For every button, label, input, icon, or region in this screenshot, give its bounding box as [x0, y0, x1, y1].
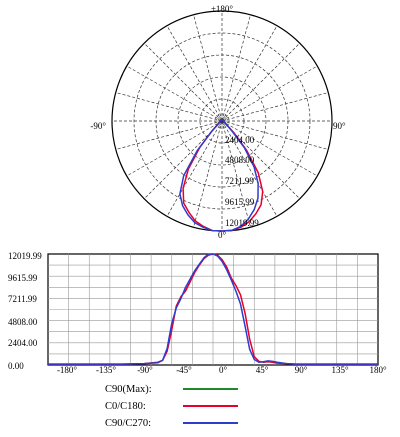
x-tick-label: 90° — [295, 365, 308, 375]
x-tick-label: 0° — [219, 365, 228, 375]
legend-label-c90-max: C90(Max): — [105, 384, 152, 395]
y-tick-label: 0.00 — [8, 361, 24, 371]
polar-spoke — [193, 120, 223, 228]
polar-ring-label: 12019.99 — [225, 218, 259, 228]
polar-inner-ring — [217, 116, 227, 126]
x-tick-label: 45° — [256, 365, 269, 375]
y-tick-label: 9615.99 — [8, 273, 38, 283]
y-tick-label: 12019.99 — [8, 251, 42, 261]
polar-ring-label: 9615.99 — [225, 197, 255, 207]
polar-spoke — [193, 14, 223, 122]
polar-angle-label-bottom: 0° — [218, 230, 227, 240]
x-tick-label: -135° — [96, 365, 116, 375]
x-tick-label: -90° — [137, 365, 153, 375]
polar-angle-label-top: ±180° — [211, 4, 233, 14]
polar-spoke — [143, 120, 223, 200]
x-tick-label: 180° — [369, 365, 387, 375]
polar-ring-label: 7211.99 — [225, 176, 254, 186]
polar-series-line-c90-c270 — [179, 118, 259, 232]
polar-spoke — [126, 65, 223, 122]
polar-ring — [155, 54, 289, 188]
polar-angle-label-left: -90° — [90, 121, 106, 131]
polar-spoke — [221, 120, 329, 150]
linear-series — [48, 253, 378, 365]
polar-ring-label: 2404.00 — [225, 135, 255, 145]
polar-ring — [133, 32, 311, 210]
polar-spoke — [221, 65, 318, 122]
polar-series — [179, 118, 264, 232]
polar-spoke — [221, 42, 301, 122]
polar-ring — [177, 76, 267, 166]
legend: C90(Max): C0/C180: C90/C270: — [105, 384, 238, 429]
linear-chart: 0.00 2404.00 4808.00 7211.99 9615.99 120… — [8, 251, 387, 375]
polar-spoke — [221, 25, 278, 122]
y-tick-labels: 0.00 2404.00 4808.00 7211.99 9615.99 120… — [8, 251, 42, 371]
y-tick-label: 4808.00 — [8, 317, 38, 327]
polar-spoke — [115, 92, 223, 122]
polar-spoke — [221, 92, 329, 122]
polar-spoke — [221, 120, 318, 177]
linear-grid — [47, 253, 379, 366]
polar-ring-label: 4808.00 — [225, 155, 255, 165]
legend-label-c90-c270: C90/C270: — [105, 418, 151, 429]
polar-spoke — [221, 120, 251, 228]
linear-series-line-c90-c270 — [48, 253, 378, 365]
y-tick-label: 7211.99 — [8, 294, 37, 304]
x-tick-label: -45° — [176, 365, 192, 375]
x-tick-label: -180° — [57, 365, 77, 375]
polar-spoke — [221, 120, 278, 217]
x-tick-labels: -180° -135° -90° -45° 0° 45° 90° 135° 18… — [57, 365, 387, 375]
polar-grid — [111, 10, 333, 232]
polar-inner-ring — [214, 113, 230, 129]
polar-labels: ±180° -90° 90° 0° 2404.00 4808.00 7211.9… — [90, 4, 346, 240]
polar-spoke — [126, 120, 223, 177]
x-tick-label: 135° — [331, 365, 349, 375]
polar-spoke — [166, 120, 223, 217]
polar-ring — [199, 98, 245, 144]
polar-angle-label-right: 90° — [333, 121, 346, 131]
y-tick-label: 2404.00 — [8, 338, 38, 348]
polar-spoke — [221, 120, 301, 200]
polar-spoke — [166, 25, 223, 122]
polar-spoke — [115, 120, 223, 150]
polar-spoke — [221, 14, 251, 122]
polar-spoke — [143, 42, 223, 122]
legend-label-c0-c180: C0/C180: — [105, 401, 146, 412]
polar-chart: ±180° -90° 90° 0° 2404.00 4808.00 7211.9… — [90, 4, 346, 240]
